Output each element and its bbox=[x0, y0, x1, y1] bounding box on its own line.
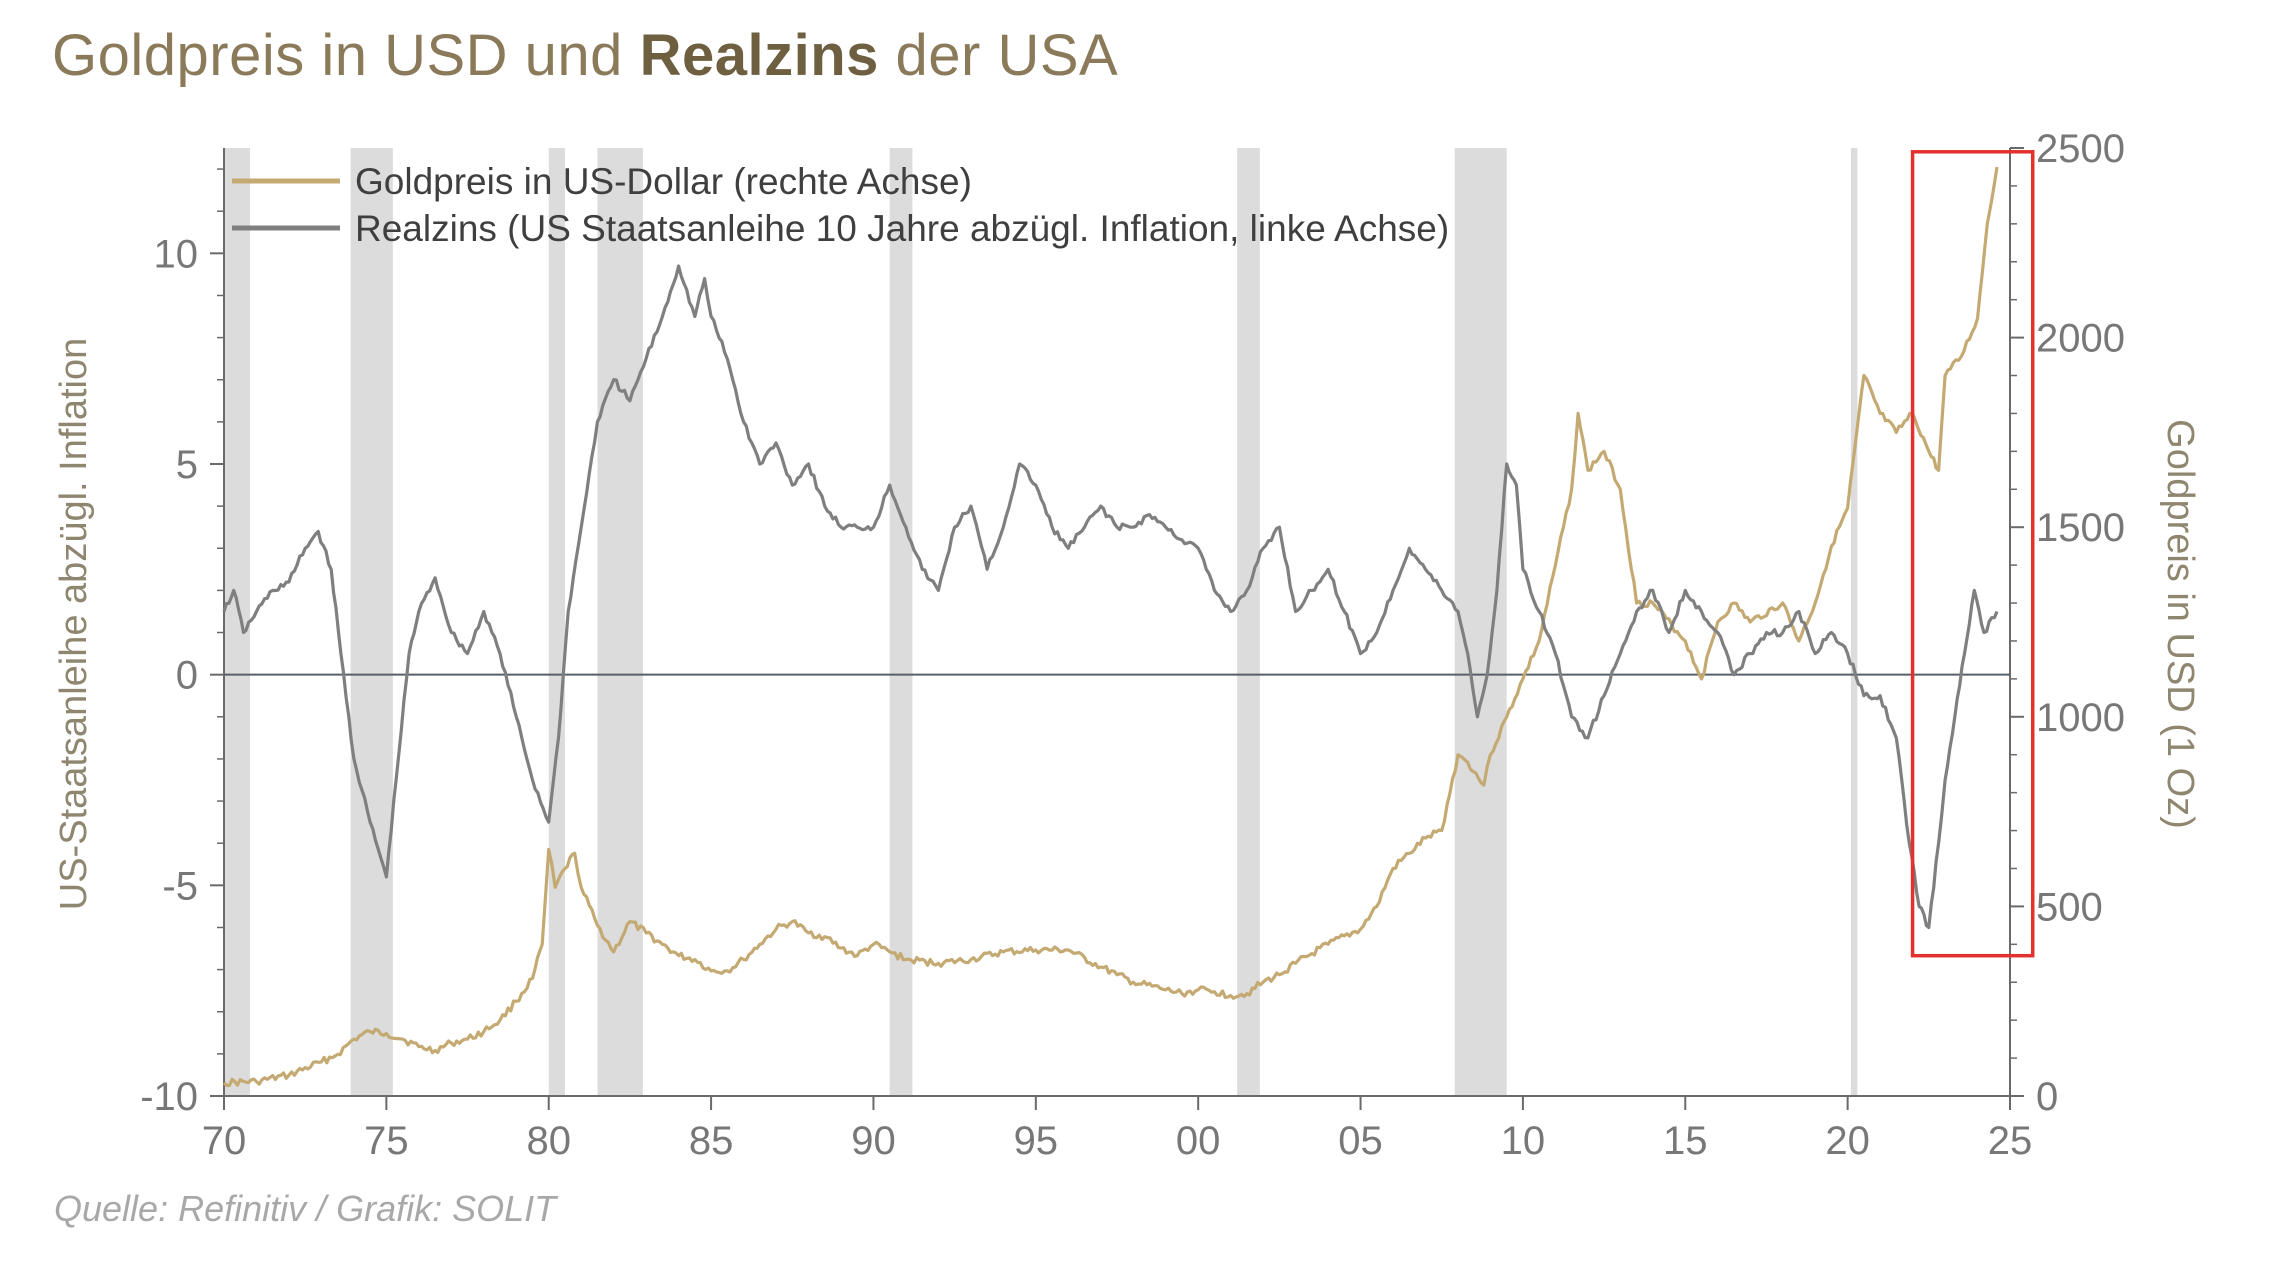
y-left-tick-label: -5 bbox=[162, 864, 198, 908]
y-right-tick-label: 500 bbox=[2036, 885, 2103, 929]
axis-ticks bbox=[210, 147, 2024, 1110]
plot-frame bbox=[223, 148, 2011, 1097]
legend-label-real: Realzins (US Staatsanleihe 10 Jahre abzü… bbox=[355, 208, 1449, 249]
recession-band bbox=[597, 148, 643, 1096]
x-tick-label: 90 bbox=[851, 1119, 896, 1163]
real-rate-line bbox=[222, 264, 1999, 930]
chart-title-part2: Realzins bbox=[639, 23, 879, 88]
tick-labels: 70 75 80 85 90 95 00 05 10 15 20 25-10-505100500100… bbox=[140, 127, 2125, 1163]
y-right-tick-label: 0 bbox=[2036, 1075, 2058, 1119]
chart-title: Goldpreis in USD und Realzins der USA bbox=[52, 22, 1118, 89]
y-left-tick-label: 10 bbox=[154, 232, 199, 276]
x-tick-label: 80 bbox=[526, 1119, 571, 1163]
y-right-tick-label: 2500 bbox=[2036, 127, 2125, 171]
recession-band bbox=[1237, 148, 1260, 1096]
highlight-box bbox=[1910, 150, 2035, 958]
y-left-tick-label: 5 bbox=[176, 443, 198, 487]
recession-band bbox=[548, 148, 565, 1096]
y-right-tick-label: 1500 bbox=[2036, 506, 2125, 550]
x-tick-label: 70 bbox=[202, 1119, 247, 1163]
source-note: Quelle: Refinitiv / Grafik: SOLIT bbox=[54, 1188, 557, 1229]
left-axis-title: US-Staatsanleihe abzügl. Inflation bbox=[53, 338, 95, 910]
recession-band bbox=[1850, 148, 1858, 1096]
legend: Goldpreis in US-Dollar (rechte Achse) Re… bbox=[232, 161, 1449, 249]
legend-label-gold: Goldpreis in US-Dollar (rechte Achse) bbox=[355, 161, 972, 202]
series-lines bbox=[222, 166, 1999, 1088]
x-tick-label: 85 bbox=[689, 1119, 734, 1163]
right-axis-title: Goldpreis in USD (1 Oz) bbox=[2159, 419, 2201, 829]
y-left-tick-label: -10 bbox=[140, 1075, 198, 1119]
chart-title-part3: der USA bbox=[878, 23, 1119, 88]
y-left-tick-label: 0 bbox=[176, 654, 198, 698]
x-tick-label: 05 bbox=[1338, 1119, 1383, 1163]
y-right-tick-label: 1000 bbox=[2036, 696, 2125, 740]
recession-band bbox=[889, 148, 913, 1096]
x-tick-label: 95 bbox=[1014, 1119, 1059, 1163]
recession-bands bbox=[224, 148, 1858, 1096]
gold-price-line bbox=[222, 166, 1999, 1088]
x-tick-label: 10 bbox=[1501, 1119, 1546, 1163]
recession-band bbox=[224, 148, 250, 1096]
x-tick-label: 15 bbox=[1663, 1119, 1708, 1163]
x-tick-label: 75 bbox=[364, 1119, 409, 1163]
chart-title-part1: Goldpreis in USD und bbox=[52, 23, 640, 88]
recession-band bbox=[350, 148, 393, 1096]
recession-band bbox=[1454, 148, 1507, 1096]
x-tick-label: 00 bbox=[1176, 1119, 1221, 1163]
y-right-tick-label: 2000 bbox=[2036, 317, 2125, 361]
x-tick-label: 20 bbox=[1825, 1119, 1870, 1163]
x-tick-label: 25 bbox=[1988, 1119, 2033, 1163]
